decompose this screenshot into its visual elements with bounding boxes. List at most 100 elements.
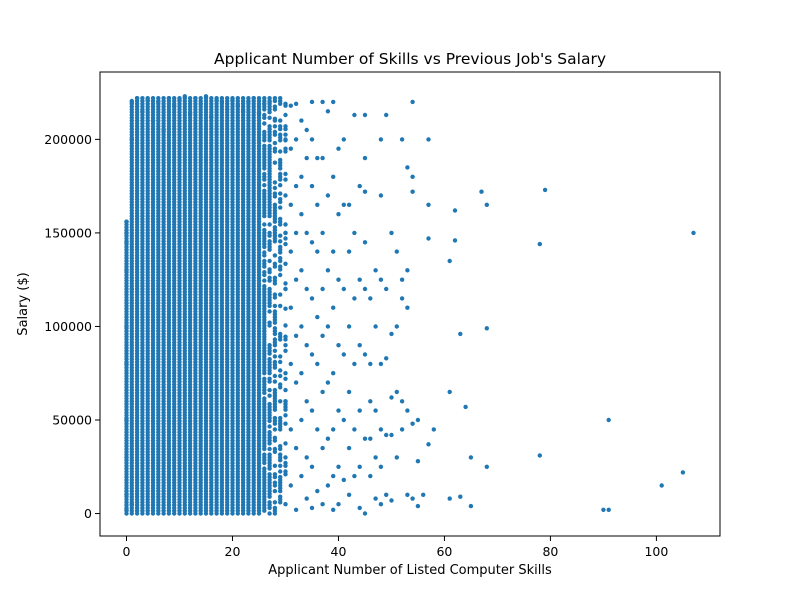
scatter-point: [267, 320, 272, 325]
scatter-point: [293, 380, 299, 385]
scatter-point: [272, 261, 278, 266]
scatter-point: [240, 96, 246, 101]
scatter-point: [267, 143, 272, 149]
scatter-point: [384, 286, 389, 292]
scatter-point: [320, 286, 325, 292]
scatter-point: [309, 505, 315, 511]
scatter-point: [262, 171, 267, 177]
scatter-point: [272, 354, 278, 359]
scatter-point: [267, 401, 272, 407]
scatter-point: [325, 193, 331, 198]
scatter-point: [309, 183, 315, 189]
scatter-point: [246, 99, 251, 105]
scatter-point: [278, 239, 283, 244]
scatter-point: [399, 399, 405, 404]
scatter-point: [368, 361, 373, 367]
scatter-point: [283, 441, 288, 446]
scatter-point: [362, 189, 368, 194]
scatter-point: [187, 111, 193, 116]
scatter-point: [288, 146, 293, 151]
scatter-point: [320, 333, 325, 338]
scatter-point: [325, 324, 331, 329]
scatter-point: [357, 343, 362, 348]
scatter-point: [373, 324, 378, 329]
scatter-point: [373, 455, 378, 460]
scatter-point: [447, 496, 452, 501]
scatter-point: [331, 174, 336, 179]
scatter-point: [124, 230, 129, 236]
scatter-point: [331, 305, 336, 310]
scatter-point: [283, 222, 288, 227]
scatter-point: [331, 249, 336, 254]
scatter-point: [346, 324, 352, 329]
scatter-point: [198, 96, 203, 101]
scatter-point: [272, 191, 278, 196]
scatter-point: [278, 415, 283, 421]
scatter-point: [267, 230, 272, 236]
scatter-point: [405, 305, 410, 310]
scatter-point: [288, 361, 293, 367]
scatter-point: [336, 277, 341, 282]
scatter-point: [378, 193, 384, 198]
scatter-point: [315, 249, 320, 254]
scatter-point: [267, 343, 272, 348]
scatter-point: [341, 286, 346, 292]
scatter-point: [421, 492, 426, 497]
scatter-point: [325, 109, 331, 114]
scatter-point: [304, 343, 309, 348]
scatter-point: [293, 230, 299, 236]
scatter-point: [405, 268, 410, 273]
scatter-point: [256, 111, 262, 116]
scatter-point: [124, 417, 129, 423]
scatter-point: [156, 99, 161, 105]
y-tick-label: 150000: [44, 225, 92, 240]
scatter-point: [129, 502, 134, 507]
scatter-point: [272, 348, 278, 353]
scatter-point: [267, 258, 272, 264]
scatter-point: [278, 264, 283, 269]
scatter-point: [389, 331, 394, 337]
scatter-point: [278, 354, 283, 359]
scatter-point: [225, 96, 230, 101]
scatter-point: [272, 500, 278, 505]
scatter-point: [262, 101, 267, 107]
scatter-point: [659, 483, 664, 488]
scatter-point: [336, 146, 341, 151]
scatter-point: [368, 473, 373, 479]
scatter-point: [542, 187, 548, 193]
scatter-point: [336, 464, 341, 469]
scatter-point: [262, 270, 267, 275]
scatter-point: [262, 452, 267, 457]
scatter-point: [389, 498, 394, 503]
scatter-point: [293, 445, 299, 451]
scatter-point: [283, 103, 288, 108]
scatter-point: [267, 96, 272, 101]
scatter-point: [267, 99, 272, 105]
scatter-point: [405, 408, 410, 413]
scatter-point: [304, 455, 309, 460]
scatter-point: [283, 371, 288, 376]
scatter-point: [272, 292, 278, 297]
x-tick-label: 80: [542, 544, 558, 559]
scatter-point: [278, 382, 283, 387]
scatter-point: [262, 278, 267, 283]
scatter-point: [399, 296, 405, 301]
points-layer: [124, 94, 696, 516]
scatter-point: [378, 464, 384, 469]
scatter-point: [309, 296, 315, 301]
scatter-point: [362, 436, 368, 441]
x-tick-label: 20: [225, 544, 241, 559]
scatter-point: [304, 127, 309, 133]
scatter-point: [299, 417, 304, 423]
scatter-point: [368, 399, 373, 404]
scatter-point: [124, 268, 129, 273]
scatter-point: [198, 101, 203, 107]
scatter-point: [230, 97, 235, 103]
scatter-point: [124, 492, 129, 497]
x-axis-ticks: 0 20 40 60 80 100: [123, 536, 668, 559]
scatter-point: [452, 238, 458, 243]
scatter-point: [267, 376, 272, 381]
scatter-point: [405, 492, 410, 497]
scatter-point: [283, 413, 288, 418]
scatter-point: [463, 404, 468, 410]
